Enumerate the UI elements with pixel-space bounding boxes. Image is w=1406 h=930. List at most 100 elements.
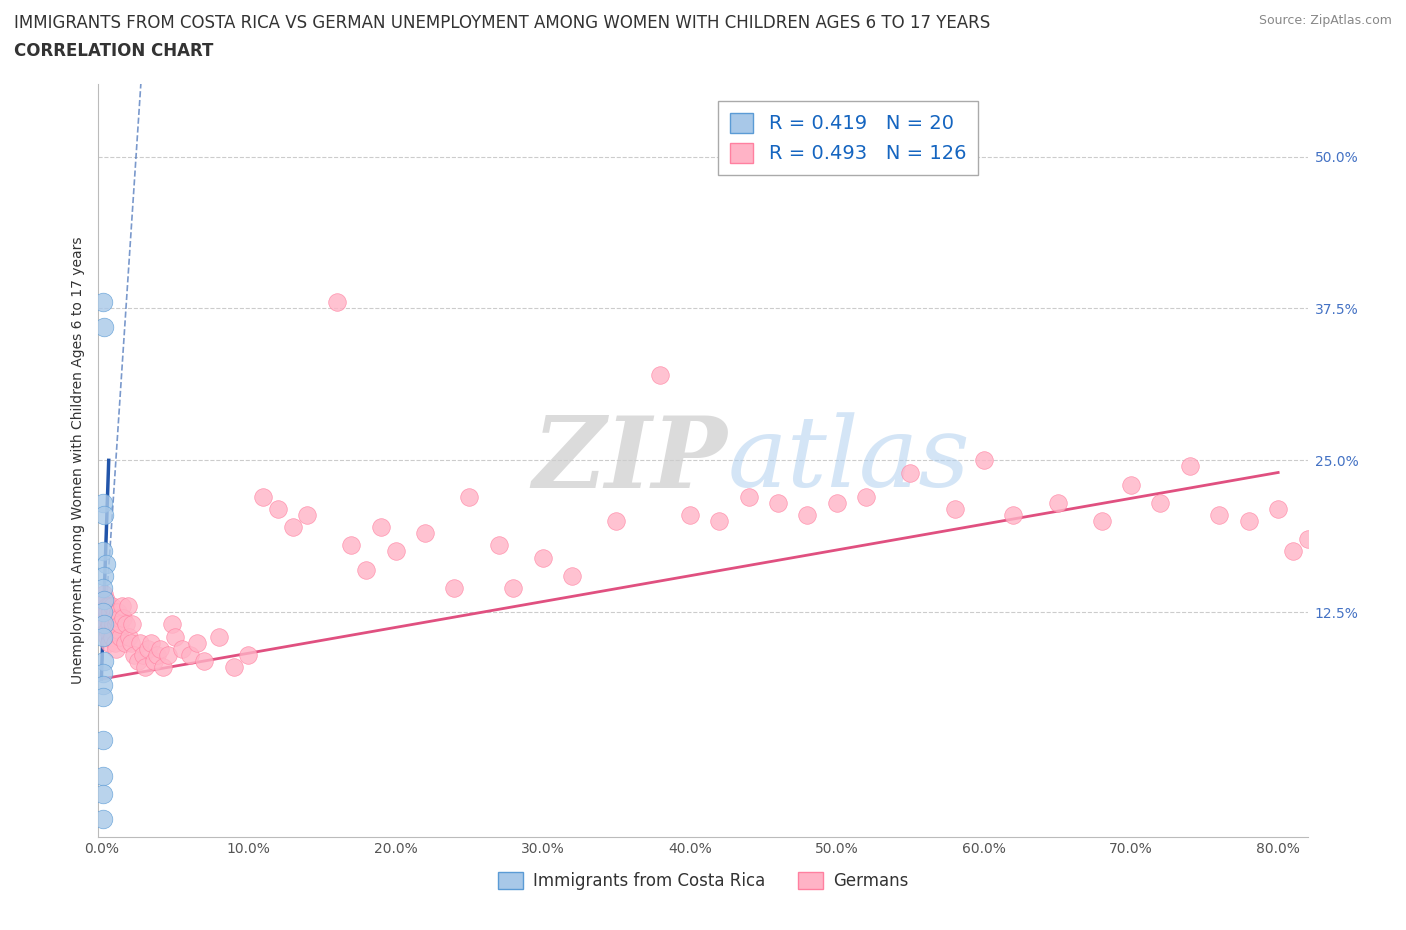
Point (737, 489, 759, 504)
Point (91, 811, 114, 826)
Point (650, 368, 672, 383)
Point (138, 642, 160, 657)
Point (91, 544, 114, 559)
Text: IMMIGRANTS FROM COSTA RICA VS GERMAN UNEMPLOYMENT AMONG WOMEN WITH CHILDREN AGES: IMMIGRANTS FROM COSTA RICA VS GERMAN UNE… (14, 14, 990, 32)
Point (111, 599, 134, 614)
Point (110, 629, 132, 644)
Point (281, 520, 304, 535)
Point (1369, 538, 1392, 552)
Point (93, 617, 115, 631)
Point (340, 538, 363, 552)
Point (91, 592, 114, 607)
Point (149, 642, 172, 657)
Point (1119, 477, 1142, 492)
Point (91, 787, 114, 802)
Point (1002, 508, 1025, 523)
Point (94, 556, 117, 571)
Point (1310, 520, 1333, 535)
Point (384, 544, 406, 559)
Point (107, 604, 129, 619)
Point (97, 611, 120, 626)
Point (115, 617, 138, 631)
Text: ZIP: ZIP (533, 412, 727, 509)
Legend: Immigrants from Costa Rica, Germans: Immigrants from Costa Rica, Germans (491, 865, 915, 897)
Point (354, 563, 377, 578)
Point (91, 496, 114, 511)
Point (297, 508, 319, 523)
Point (252, 489, 274, 504)
Point (146, 647, 169, 662)
Point (91, 678, 114, 693)
Point (117, 599, 139, 614)
Point (118, 629, 141, 644)
Point (122, 647, 145, 662)
Point (91, 732, 114, 747)
Point (160, 617, 183, 631)
Point (120, 635, 142, 650)
Point (91, 666, 114, 681)
Point (186, 635, 208, 650)
Point (96, 623, 118, 638)
Point (679, 508, 702, 523)
Point (98, 604, 121, 619)
Point (156, 647, 179, 662)
Point (131, 647, 153, 662)
Point (114, 635, 136, 650)
Point (163, 629, 186, 644)
Point (825, 496, 848, 511)
Point (127, 654, 149, 669)
Point (605, 513, 627, 528)
Point (101, 611, 124, 626)
Point (796, 508, 818, 523)
Point (91, 604, 114, 619)
Point (96, 604, 118, 619)
Point (1208, 508, 1230, 523)
Point (370, 520, 392, 535)
Point (107, 623, 129, 638)
Point (104, 635, 127, 650)
Point (94, 592, 117, 607)
Point (93, 654, 115, 669)
Point (112, 611, 135, 626)
Point (1178, 459, 1201, 474)
Point (267, 501, 290, 516)
Point (91, 629, 114, 644)
Point (93, 508, 115, 523)
Point (208, 629, 231, 644)
Point (108, 611, 131, 626)
Point (143, 654, 166, 669)
Point (93, 568, 115, 583)
Point (1149, 496, 1171, 511)
Point (94, 617, 117, 631)
Point (1296, 532, 1319, 547)
Point (110, 617, 132, 631)
Point (94, 604, 117, 619)
Point (1340, 551, 1362, 565)
Point (531, 551, 554, 565)
Point (943, 501, 966, 516)
Point (172, 642, 194, 657)
Point (458, 489, 481, 504)
Point (91, 690, 114, 705)
Point (94, 611, 117, 626)
Point (141, 635, 163, 650)
Point (96, 599, 118, 614)
Point (193, 654, 215, 669)
Point (121, 617, 143, 631)
Point (96, 629, 118, 644)
Point (93, 319, 115, 334)
Point (134, 659, 156, 674)
Point (91, 295, 114, 310)
Point (152, 659, 174, 674)
Point (413, 525, 436, 540)
Point (1046, 496, 1069, 511)
Point (128, 635, 150, 650)
Point (561, 568, 583, 583)
Point (100, 623, 122, 638)
Point (1267, 501, 1289, 516)
Point (100, 629, 122, 644)
Point (443, 580, 465, 595)
Point (100, 599, 122, 614)
Text: Source: ZipAtlas.com: Source: ZipAtlas.com (1258, 14, 1392, 27)
Point (709, 513, 731, 528)
